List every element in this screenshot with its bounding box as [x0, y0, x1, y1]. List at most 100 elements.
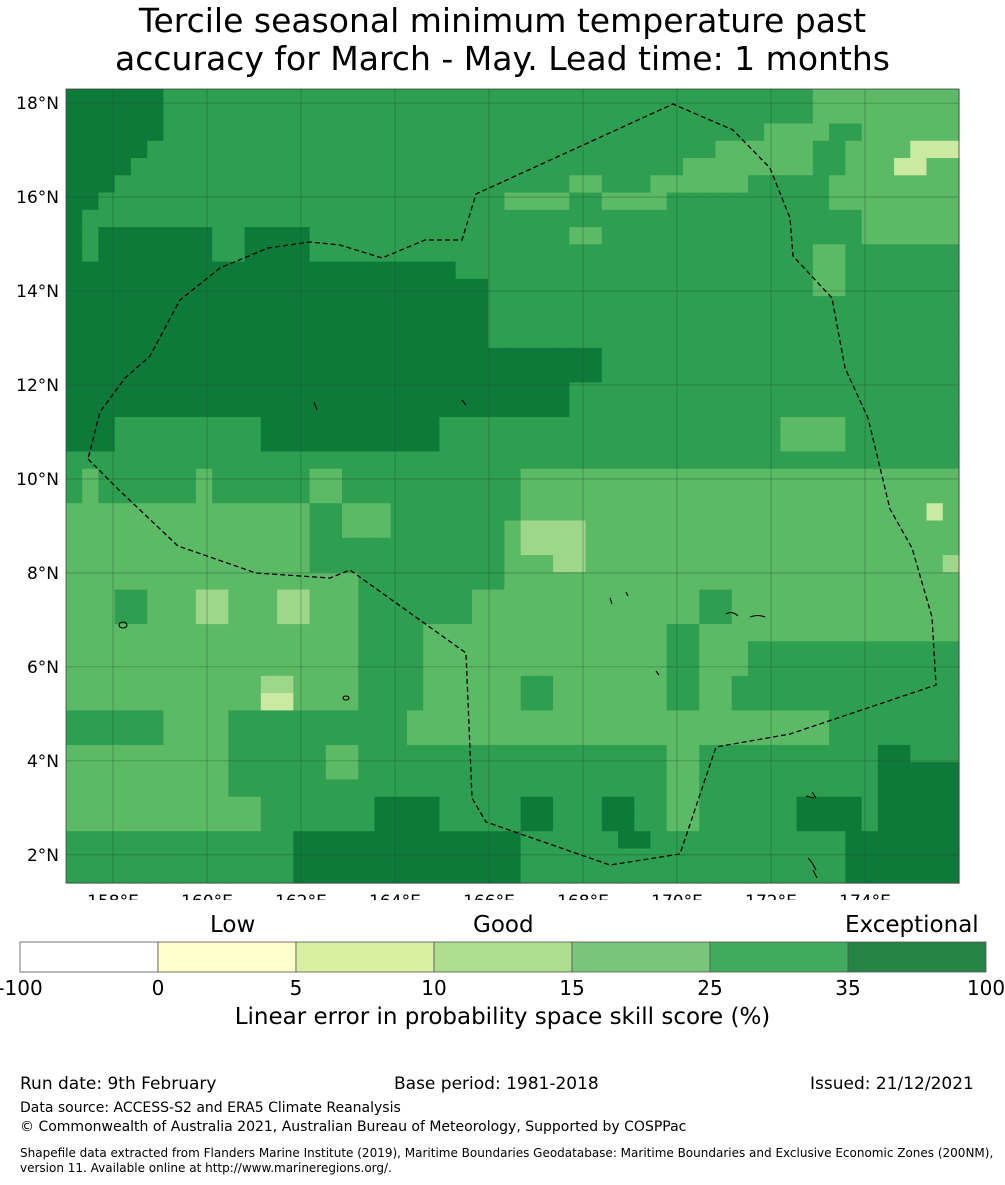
- skill-cell: [163, 813, 181, 832]
- skill-cell: [520, 641, 538, 660]
- skill-cell: [634, 123, 652, 142]
- skill-cell: [179, 641, 197, 660]
- colorbar-tick-label: 10: [421, 976, 447, 1000]
- skill-cell: [439, 658, 457, 677]
- skill-cell: [66, 313, 83, 332]
- skill-cell: [195, 416, 213, 435]
- skill-cell: [650, 796, 668, 815]
- skill-cell: [910, 296, 928, 314]
- skill-cell: [601, 555, 619, 573]
- skill-cell: [747, 675, 765, 694]
- skill-cell: [98, 347, 116, 366]
- skill-cell: [179, 589, 197, 608]
- skill-cell: [358, 486, 376, 504]
- skill-cell: [536, 537, 554, 556]
- skill-cell: [796, 106, 814, 125]
- skill-cell: [796, 589, 814, 608]
- skill-cell: [66, 589, 83, 608]
- skill-cell: [342, 848, 359, 867]
- skill-cell: [244, 106, 262, 125]
- longitude-label: 158°E: [87, 892, 139, 900]
- skill-cell: [910, 606, 928, 625]
- skill-cell: [520, 589, 538, 608]
- skill-cell: [618, 399, 635, 418]
- skill-cell: [260, 813, 278, 832]
- skill-cell: [195, 296, 213, 314]
- skill-cell: [731, 313, 749, 332]
- skill-cell: [601, 365, 619, 384]
- skill-cell: [812, 537, 830, 556]
- skill-cell: [342, 347, 359, 366]
- skill-cell: [212, 486, 229, 504]
- skill-cell: [471, 244, 489, 263]
- skill-cell: [910, 140, 928, 159]
- skill-cell: [488, 416, 505, 435]
- skill-cell: [861, 727, 879, 746]
- skill-cell: [277, 434, 294, 453]
- skill-cell: [114, 123, 132, 142]
- skill-cell: [163, 365, 181, 384]
- map-frame: [65, 88, 960, 884]
- skill-cell: [829, 831, 846, 850]
- skill-cell: [796, 831, 814, 850]
- skill-cell: [764, 606, 781, 625]
- skill-cell: [212, 537, 229, 556]
- skill-cell: [520, 572, 538, 591]
- skill-cell: [195, 641, 213, 660]
- skill-cell: [163, 140, 181, 159]
- skill-cell: [195, 89, 213, 107]
- skill-cell: [699, 175, 717, 194]
- skill-cell: [877, 589, 895, 608]
- skill-cell: [829, 106, 846, 125]
- longitude-label: 168°E: [557, 892, 609, 900]
- skill-cell: [114, 744, 132, 763]
- skill-cell: [780, 848, 798, 867]
- skill-cell: [488, 123, 505, 142]
- skill-cell: [731, 261, 749, 280]
- skill-cell: [699, 209, 717, 228]
- skill-cell: [504, 658, 522, 677]
- skill-cell: [66, 468, 83, 487]
- skill-cell: [260, 606, 278, 625]
- skill-cell: [325, 175, 343, 194]
- skill-cell: [342, 330, 359, 349]
- skill-cell: [910, 744, 928, 763]
- skill-cell: [861, 330, 879, 349]
- skill-cell: [114, 762, 132, 781]
- skill-cell: [325, 89, 343, 107]
- skill-cell: [601, 434, 619, 453]
- skill-cell: [553, 693, 570, 711]
- skill-cell: [553, 865, 570, 884]
- skill-cell: [374, 89, 392, 107]
- skill-cell: [553, 209, 570, 228]
- skill-cell: [569, 399, 587, 418]
- skill-cell: [260, 520, 278, 539]
- skill-cell: [406, 710, 424, 729]
- skill-cell: [309, 589, 327, 608]
- skill-cell: [325, 192, 343, 211]
- skill-cell: [877, 416, 895, 435]
- skill-cell: [715, 347, 733, 366]
- skill-cell: [504, 520, 522, 539]
- skill-cell: [179, 296, 197, 314]
- skill-cell: [618, 123, 635, 142]
- skill-cell: [618, 175, 635, 194]
- skill-cell: [82, 140, 100, 159]
- skill-cell: [293, 486, 311, 504]
- skill-cell: [553, 296, 570, 314]
- skill-cell: [764, 555, 781, 573]
- skill-cell: [471, 365, 489, 384]
- skill-cell: [910, 589, 928, 608]
- skill-cell: [195, 330, 213, 349]
- skill-cell: [147, 244, 165, 263]
- skill-cell: [277, 347, 294, 366]
- skill-cell: [147, 589, 165, 608]
- skill-cell: [260, 675, 278, 694]
- skill-cell: [942, 106, 960, 125]
- skill-cell: [682, 779, 700, 798]
- skill-cell: [731, 468, 749, 487]
- skill-cell: [212, 503, 229, 522]
- skill-cell: [423, 175, 441, 194]
- skill-cell: [309, 813, 327, 832]
- skill-cell: [601, 175, 619, 194]
